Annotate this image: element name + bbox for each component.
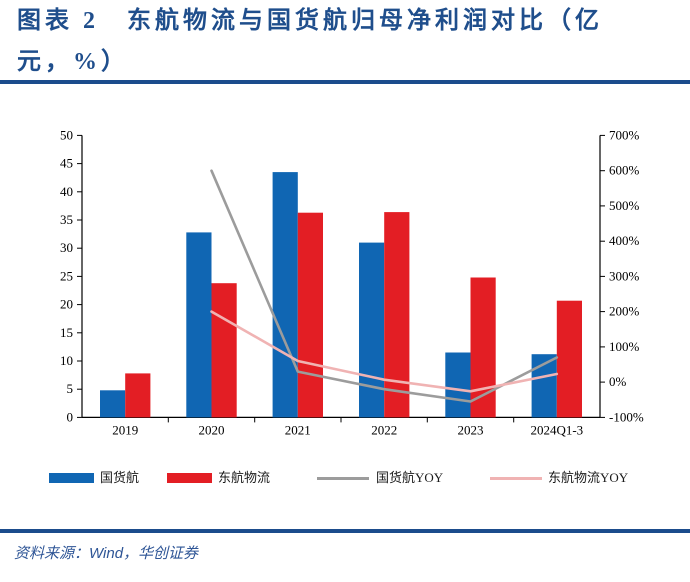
svg-text:45: 45 (60, 156, 73, 171)
svg-text:50: 50 (60, 127, 73, 142)
svg-text:600%: 600% (609, 163, 640, 178)
svg-text:400%: 400% (609, 233, 640, 248)
svg-text:100%: 100% (609, 339, 640, 354)
svg-text:35: 35 (60, 212, 73, 227)
svg-text:2023: 2023 (458, 422, 484, 437)
svg-text:40: 40 (60, 184, 73, 199)
svg-text:2021: 2021 (285, 422, 311, 437)
svg-text:0: 0 (67, 409, 74, 424)
svg-text:500%: 500% (609, 198, 640, 213)
svg-text:15: 15 (60, 325, 73, 340)
svg-text:-100%: -100% (609, 409, 644, 424)
svg-text:2024Q1-3: 2024Q1-3 (530, 422, 583, 437)
svg-text:200%: 200% (609, 304, 640, 319)
svg-text:30: 30 (60, 240, 73, 255)
svg-text:2020: 2020 (199, 422, 225, 437)
svg-text:5: 5 (67, 381, 74, 396)
svg-text:10: 10 (60, 353, 73, 368)
svg-text:20: 20 (60, 297, 73, 312)
svg-text:2022: 2022 (371, 422, 397, 437)
svg-text:0%: 0% (609, 374, 627, 389)
svg-text:25: 25 (60, 268, 73, 283)
svg-text:700%: 700% (609, 127, 640, 142)
svg-text:300%: 300% (609, 268, 640, 283)
svg-text:2019: 2019 (112, 422, 138, 437)
